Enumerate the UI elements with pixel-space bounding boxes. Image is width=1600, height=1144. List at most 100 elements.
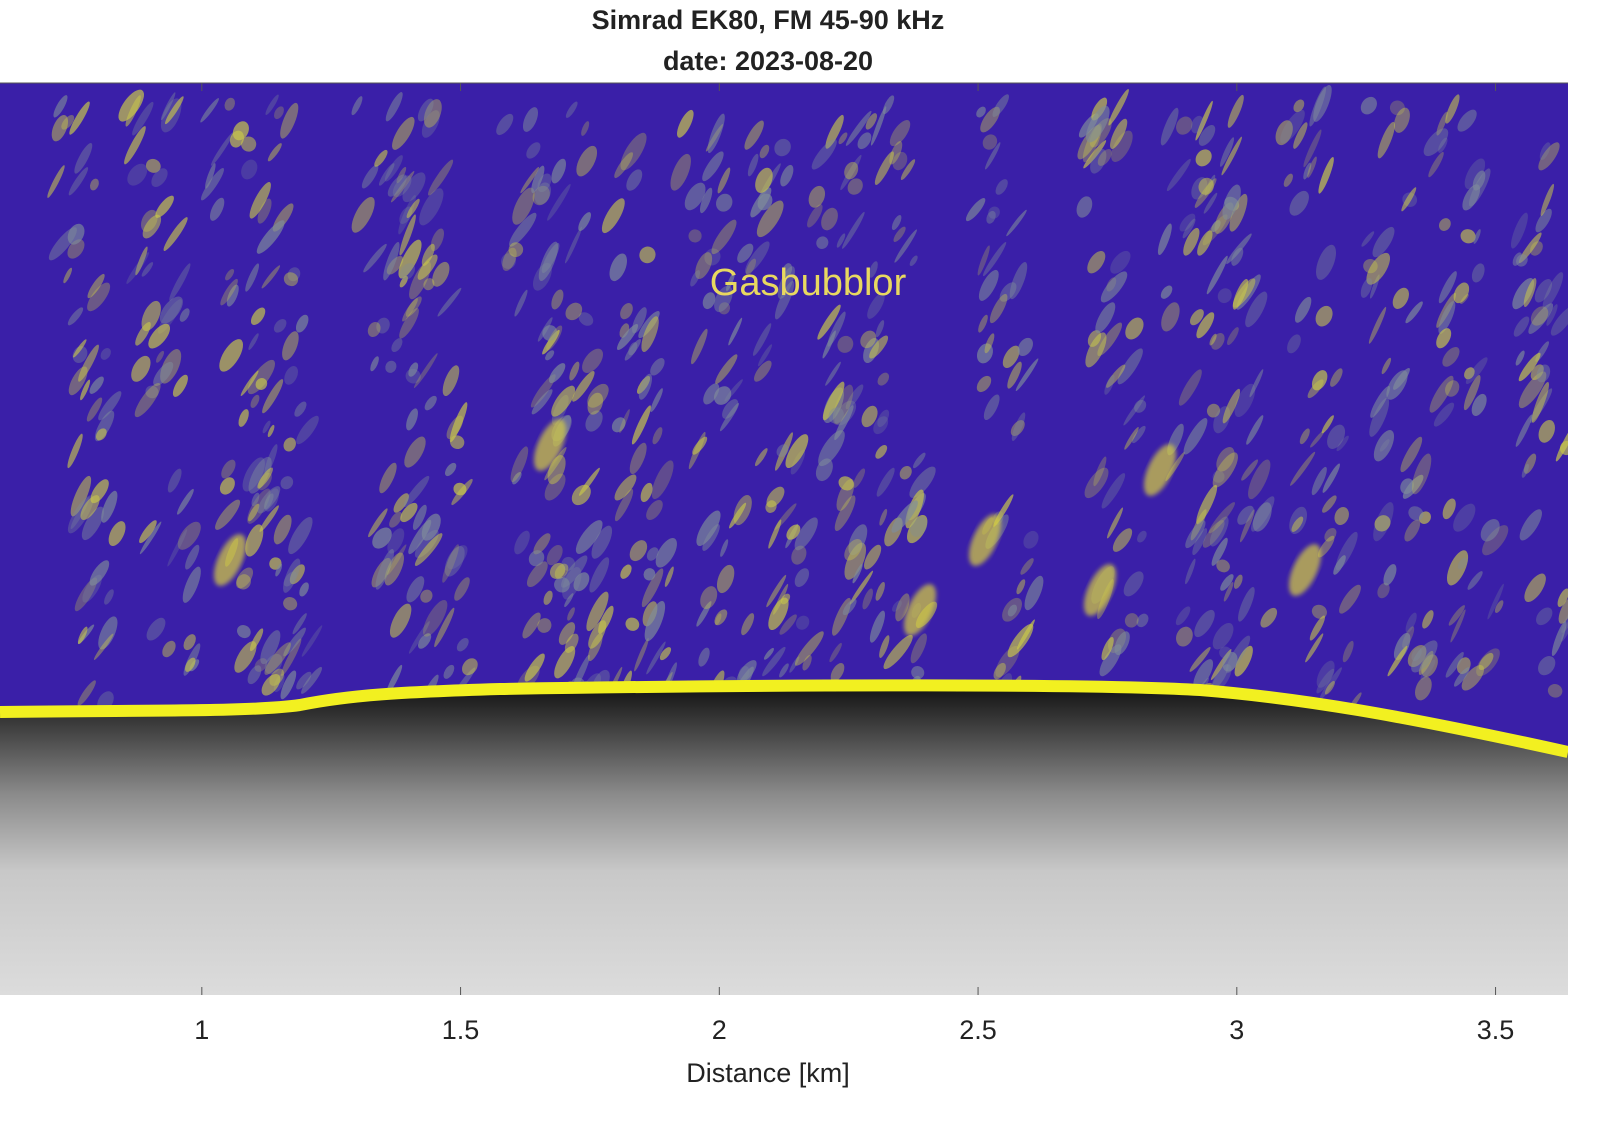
bubble-echo [1423, 128, 1449, 157]
bubble-echo [1482, 525, 1509, 556]
bubble-echo [544, 473, 566, 501]
bubble-echo [1405, 612, 1417, 633]
bubble-echo [875, 581, 885, 601]
bubble-echo [1189, 646, 1211, 672]
seabed [0, 685, 1568, 995]
bubble-echo [865, 113, 878, 130]
bubble-echo [283, 437, 296, 452]
bubble-echo [864, 544, 882, 570]
bubble-echo [387, 544, 407, 576]
bubble-echo [628, 342, 638, 356]
bubble-echo [620, 132, 647, 171]
bubble-echo [1111, 130, 1133, 162]
bubble-echo [1557, 588, 1568, 607]
bubble-echo [838, 476, 854, 491]
bubble-cluster [1083, 564, 1117, 616]
bubble-echo [393, 493, 409, 513]
bubble-echo [1363, 258, 1378, 274]
bubble-echo [444, 546, 465, 577]
bubble-echo [641, 316, 659, 352]
bubble-echo [1216, 559, 1230, 573]
bubble-echo [1179, 213, 1196, 232]
bubble-echo [817, 304, 841, 340]
bubble-echo [777, 266, 795, 299]
bubble-echo [544, 447, 567, 481]
bubble-echo [576, 145, 598, 177]
bubble-echo [598, 605, 614, 634]
bubble-echo [1193, 659, 1214, 689]
bubble-echo [684, 182, 706, 211]
bubble-echo [1223, 582, 1234, 602]
bubble-echo [1097, 148, 1112, 166]
bubble-echo [301, 625, 323, 657]
bubble-echo [588, 633, 603, 662]
bubble-echo [1568, 612, 1583, 631]
bubble-echo [900, 159, 916, 180]
bubble-echo [816, 236, 829, 249]
bubble-echo [1015, 358, 1039, 391]
bubble-echo [400, 502, 418, 523]
bubble-echo [1190, 309, 1204, 326]
bubble-echo [1366, 252, 1391, 285]
bubble-echo [631, 405, 651, 445]
bubble-echo [1221, 136, 1242, 176]
bubble-echo [1206, 255, 1228, 295]
bubble-echo [225, 268, 235, 281]
bubble-echo [1404, 519, 1421, 542]
bubble-echo [509, 212, 537, 247]
x-tick-label: 1.5 [442, 1015, 480, 1045]
bubble-echo [1175, 606, 1191, 626]
bubble-echo [1442, 346, 1460, 367]
bubble-echo [551, 289, 564, 310]
bubble-echo [442, 365, 460, 397]
bubble-echo [1212, 663, 1229, 689]
bubble-echo [899, 466, 912, 480]
bubble-echo [629, 540, 648, 562]
bubble-echo [67, 223, 85, 245]
bubble-echo [47, 165, 65, 198]
bubble-echo [1234, 383, 1256, 418]
bubble-echo [273, 319, 287, 333]
bubble-echo [528, 550, 545, 567]
bubble-echo [514, 530, 530, 555]
bubble-echo [582, 348, 604, 373]
bubble-echo [752, 323, 772, 356]
bubble-echo [248, 503, 260, 522]
bubble-echo [1202, 214, 1228, 246]
bubble-echo [1136, 613, 1149, 628]
bubble-echo [1389, 100, 1405, 116]
bubble-echo [1535, 208, 1552, 233]
bubble-echo [249, 628, 264, 652]
bubble-echo [699, 187, 713, 214]
bubble-echo [578, 212, 592, 231]
bubble-echo [82, 574, 102, 603]
bubble-echo [651, 460, 674, 500]
bubble-echo [664, 566, 674, 587]
bubble-echo [384, 552, 404, 586]
bubble-echo [774, 280, 795, 320]
bubble-echo [210, 132, 234, 166]
bubble-echo [524, 653, 545, 682]
bubble-echo [1530, 306, 1549, 326]
bubble-echo [704, 248, 721, 266]
bubble-echo [1291, 516, 1304, 532]
bubble-echo [145, 158, 161, 173]
bubble-echo [586, 591, 609, 632]
bubble-echo [720, 539, 729, 557]
bubble-echo [53, 95, 68, 118]
bubble-cluster [1143, 444, 1177, 496]
bubble-echo [873, 416, 889, 435]
bubble-echo [1400, 478, 1414, 495]
bubble-echo [134, 382, 161, 418]
bubble-echo [512, 187, 535, 225]
bubble-echo [98, 616, 118, 650]
bubble-echo [889, 120, 911, 147]
bubble-echo [877, 409, 890, 428]
bubble-echo [646, 547, 659, 561]
bubble-echo [261, 673, 281, 696]
bubble-echo [139, 521, 162, 555]
bubble-echo [1467, 571, 1483, 590]
bubble-echo [1108, 89, 1129, 126]
bubble-echo [259, 505, 279, 532]
bubble-echo [698, 647, 710, 667]
